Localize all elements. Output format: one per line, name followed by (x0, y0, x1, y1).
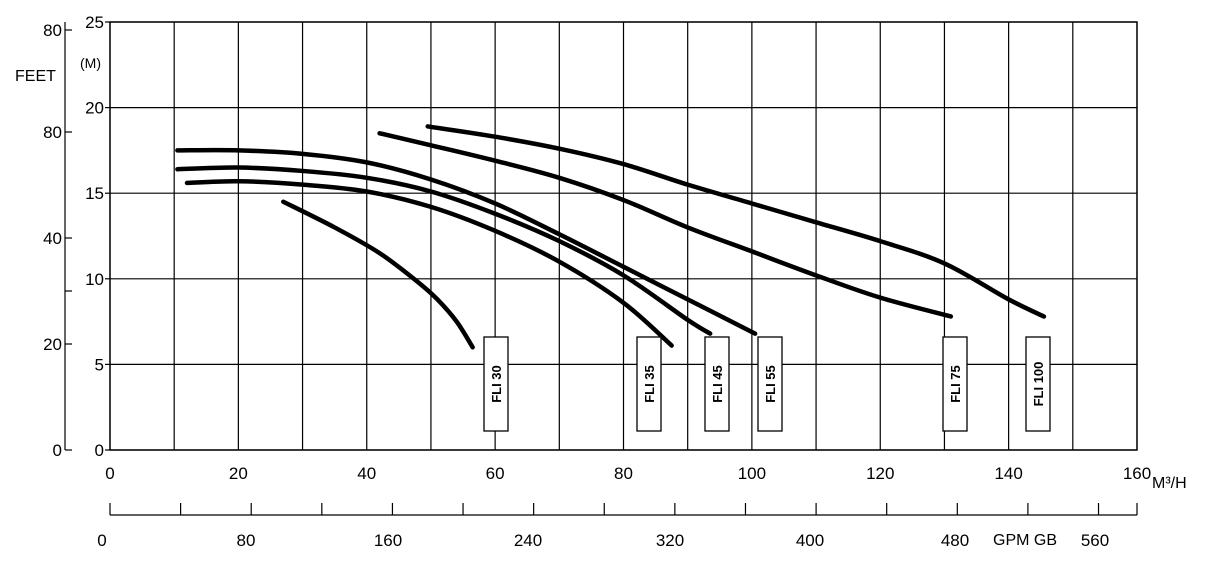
x-axis-unit-label: M³/H (1152, 475, 1187, 492)
plot-frame (109, 21, 1138, 451)
feet-axis-unit-label: FEET (15, 68, 56, 85)
gpm-axis-tick-label: 0 (97, 531, 106, 550)
x-axis-tick-label: 60 (486, 464, 505, 483)
feet-axis-tick-label: 80 (43, 123, 62, 142)
model-label-fli-100: FLI 100 (1031, 362, 1046, 407)
model-label-fli-45: FLI 45 (710, 365, 725, 403)
gpm-axis-tick-label: 320 (656, 531, 684, 550)
gpm-axis-tick-label: 160 (374, 531, 402, 550)
feet-axis-tick-label: 0 (53, 441, 62, 460)
meter-axis-unit-label: (M) (80, 55, 101, 71)
meter-axis-tick-label: 20 (85, 99, 104, 118)
model-box-fli-100 (1025, 336, 1051, 432)
x-axis-tick-label: 20 (229, 464, 248, 483)
gpm-axis-unit-label: GPM GB (993, 532, 1057, 549)
model-box-fli-75 (942, 336, 968, 432)
feet-axis-tick-label: 20 (43, 335, 62, 354)
feet-axis-tick-label: 80 (43, 21, 62, 40)
model-box-fli-45 (704, 336, 730, 432)
axes: 0 5 10 15 20 25 0 20 40 80 80 0 20 40 60 80 100 120 140 160… (43, 13, 1151, 550)
performance-curves (175, 124, 1047, 350)
gpm-axis-tick-label: 560 (1081, 531, 1109, 550)
gpm-axis-tick-label: 480 (941, 531, 969, 550)
x-axis-tick-label: 140 (994, 464, 1022, 483)
gpm-axis-tick-label: 400 (796, 531, 824, 550)
curve-fli-75 (377, 131, 954, 319)
feet-axis-tick-label: 40 (43, 229, 62, 248)
model-box-fli-30 (483, 336, 509, 432)
curve-fli-45 (175, 165, 713, 336)
model-labels: FLI 30 FLI 35 FLI 45 FLI 55 FLI 75 FLI 100 (483, 336, 1051, 432)
curve-fli-35 (184, 178, 674, 348)
meter-axis-tick-label: 10 (85, 270, 104, 289)
model-label-fli-35: FLI 35 (642, 365, 657, 403)
meter-axis-tick-label: 5 (95, 355, 104, 374)
meter-axis-tick-label: 0 (95, 441, 104, 460)
model-label-fli-30: FLI 30 (489, 365, 504, 403)
x-axis-tick-label: 100 (738, 464, 766, 483)
gpm-axis-tick-label: 80 (237, 531, 256, 550)
curve-fli-55 (175, 147, 758, 336)
model-label-fli-55: FLI 55 (763, 365, 778, 403)
model-box-fli-55 (757, 336, 783, 432)
x-axis-tick-label: 120 (866, 464, 894, 483)
curve-fli-100 (425, 124, 1047, 319)
x-axis-tick-label: 80 (614, 464, 633, 483)
model-box-fli-35 (636, 336, 662, 432)
model-label-fli-75: FLI 75 (948, 365, 963, 403)
curve-fli-30 (281, 199, 475, 350)
gpm-axis-tick-label: 240 (514, 531, 542, 550)
meter-axis-tick-label: 25 (85, 13, 104, 32)
meter-axis-tick-label: 15 (85, 184, 104, 203)
x-axis-tick-label: 0 (105, 464, 114, 483)
x-axis-tick-label: 40 (357, 464, 376, 483)
x-axis-tick-label: 160 (1123, 464, 1151, 483)
